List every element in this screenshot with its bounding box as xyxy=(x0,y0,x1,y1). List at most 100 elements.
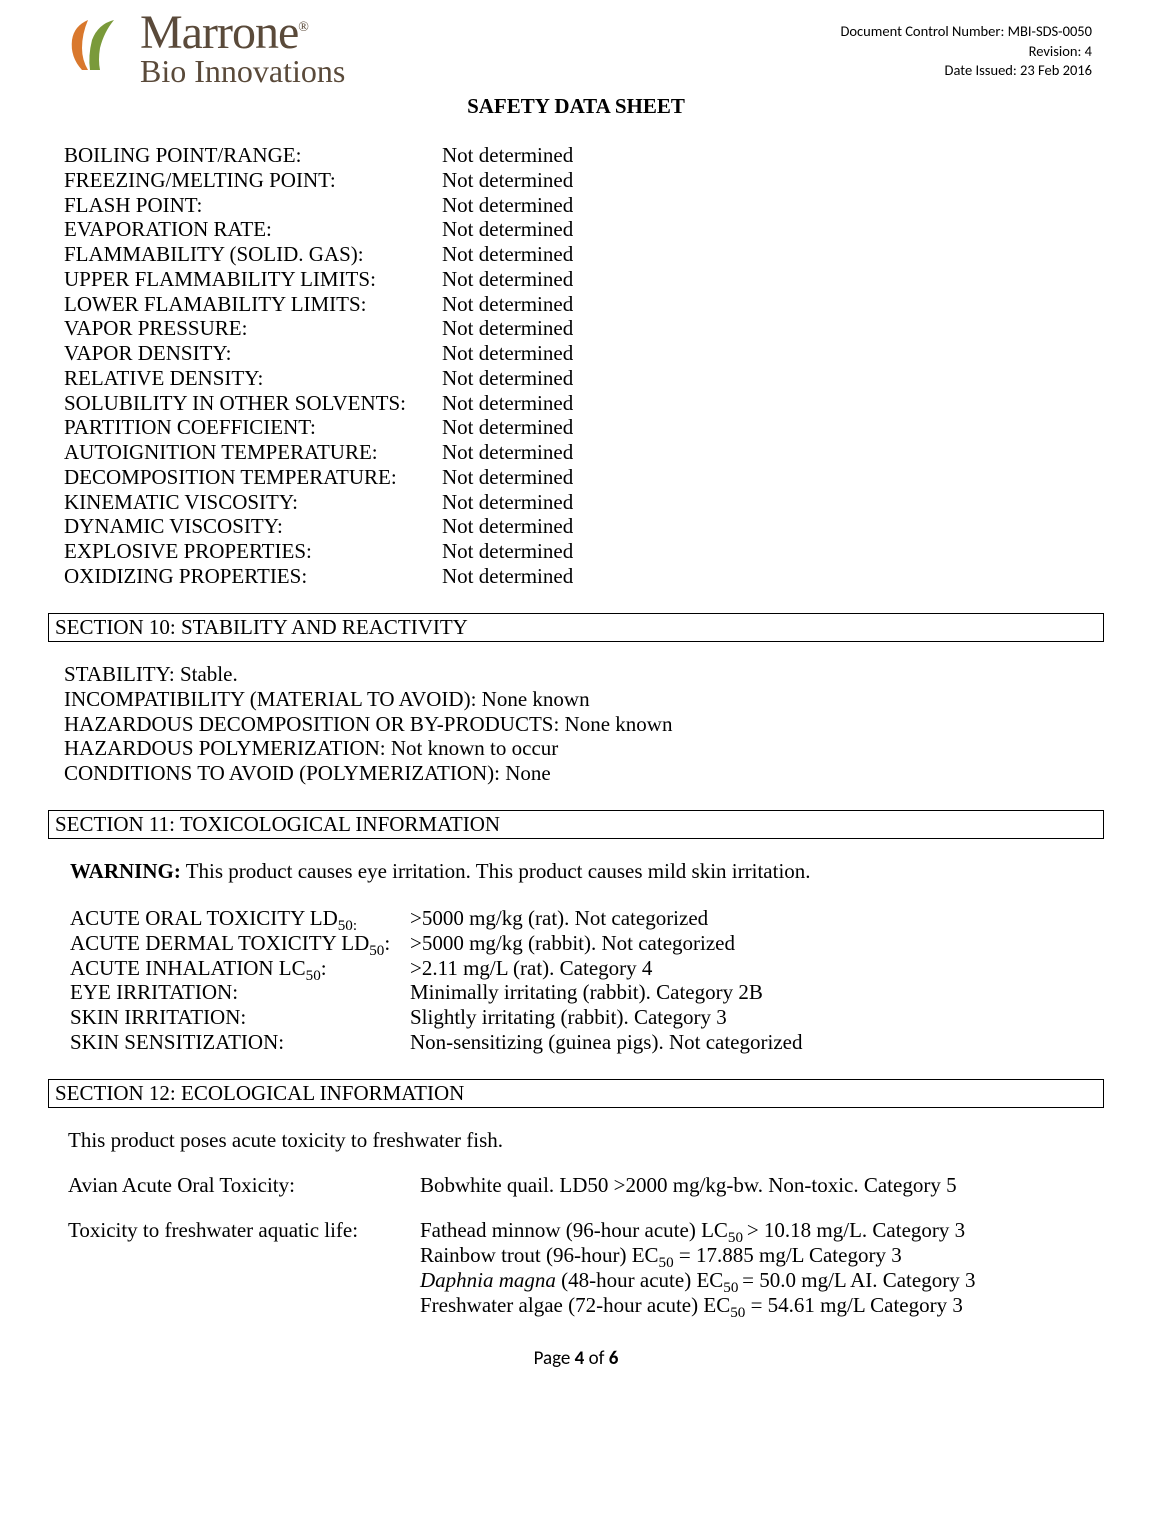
property-label: UPPER FLAMMABILITY LIMITS: xyxy=(64,267,442,292)
property-value: Not determined xyxy=(442,391,573,416)
property-value: Not determined xyxy=(442,341,573,366)
tox-value: >2.11 mg/L (rat). Category 4 xyxy=(410,956,652,981)
property-value: Not determined xyxy=(442,366,573,391)
property-label: EXPLOSIVE PROPERTIES: xyxy=(64,539,442,564)
tox-row: SKIN IRRITATION:Slightly irritating (rab… xyxy=(70,1005,1092,1030)
property-label: DECOMPOSITION TEMPERATURE: xyxy=(64,465,442,490)
property-row: LOWER FLAMABILITY LIMITS:Not determined xyxy=(64,292,1092,317)
property-value: Not determined xyxy=(442,490,573,515)
decomposition-line: HAZARDOUS DECOMPOSITION OR BY-PRODUCTS: … xyxy=(64,712,1092,737)
company-logo: Marrone® Bio Innovations xyxy=(60,10,345,86)
tox-row: EYE IRRITATION:Minimally irritating (rab… xyxy=(70,980,1092,1005)
leaf-icon xyxy=(60,12,132,84)
tox-value: Non-sensitizing (guinea pigs). Not categ… xyxy=(410,1030,802,1055)
tox-value: Minimally irritating (rabbit). Category … xyxy=(410,980,763,1005)
property-row: BOILING POINT/RANGE:Not determined xyxy=(64,143,1092,168)
property-label: RELATIVE DENSITY: xyxy=(64,366,442,391)
page-header: Marrone® Bio Innovations Document Contro… xyxy=(60,10,1092,86)
tox-row: SKIN SENSITIZATION:Non-sensitizing (guin… xyxy=(70,1030,1092,1055)
tox-row: ACUTE INHALATION LC50:>2.11 mg/L (rat). … xyxy=(70,956,1092,981)
property-row: KINEMATIC VISCOSITY:Not determined xyxy=(64,490,1092,515)
sds-page: Marrone® Bio Innovations Document Contro… xyxy=(0,0,1152,1400)
property-row: VAPOR PRESSURE:Not determined xyxy=(64,316,1092,341)
property-value: Not determined xyxy=(442,514,573,539)
eco-value: Fathead minnow (96-hour acute) LC50 > 10… xyxy=(420,1218,975,1319)
property-value: Not determined xyxy=(442,440,573,465)
toxicology-table: ACUTE ORAL TOXICITY LD50:>5000 mg/kg (ra… xyxy=(70,906,1092,1055)
eco-label: Toxicity to freshwater aquatic life: xyxy=(68,1218,420,1319)
tox-value: Slightly irritating (rabbit). Category 3 xyxy=(410,1005,727,1030)
property-row: EXPLOSIVE PROPERTIES:Not determined xyxy=(64,539,1092,564)
eco-label: Avian Acute Oral Toxicity: xyxy=(68,1173,420,1198)
property-row: UPPER FLAMMABILITY LIMITS:Not determined xyxy=(64,267,1092,292)
property-row: DYNAMIC VISCOSITY:Not determined xyxy=(64,514,1092,539)
eco-row: Toxicity to freshwater aquatic life: Fat… xyxy=(68,1218,1092,1319)
property-row: OXIDIZING PROPERTIES:Not determined xyxy=(64,564,1092,589)
section-10-body: STABILITY: Stable. INCOMPATIBILITY (MATE… xyxy=(64,662,1092,786)
logo-line1: Marrone® xyxy=(140,10,345,56)
property-label: EVAPORATION RATE: xyxy=(64,217,442,242)
logo-text: Marrone® Bio Innovations xyxy=(140,10,345,86)
tox-label: ACUTE DERMAL TOXICITY LD50: xyxy=(70,931,410,956)
tox-row: ACUTE ORAL TOXICITY LD50:>5000 mg/kg (ra… xyxy=(70,906,1092,931)
property-value: Not determined xyxy=(442,143,573,168)
document-info: Document Control Number: MBI-SDS-0050 Re… xyxy=(840,10,1092,81)
tox-value: >5000 mg/kg (rabbit). Not categorized xyxy=(410,931,735,956)
property-value: Not determined xyxy=(442,242,573,267)
tox-label: SKIN SENSITIZATION: xyxy=(70,1030,410,1055)
warning-body: This product causes eye irritation. This… xyxy=(181,859,811,883)
property-value: Not determined xyxy=(442,292,573,317)
tox-label: SKIN IRRITATION: xyxy=(70,1005,410,1030)
ecological-table: Avian Acute Oral Toxicity: Bobwhite quai… xyxy=(68,1173,1092,1319)
physical-properties-list: BOILING POINT/RANGE:Not determined FREEZ… xyxy=(64,143,1092,589)
polymerization-line: HAZARDOUS POLYMERIZATION: Not known to o… xyxy=(64,736,1092,761)
doc-control-number: Document Control Number: MBI-SDS-0050 xyxy=(840,22,1092,42)
aquatic-line: Rainbow trout (96-hour) EC50 = 17.885 mg… xyxy=(420,1243,975,1268)
eco-row: Avian Acute Oral Toxicity: Bobwhite quai… xyxy=(68,1173,1092,1198)
eco-intro: This product poses acute toxicity to fre… xyxy=(68,1128,1092,1153)
property-value: Not determined xyxy=(442,465,573,490)
warning-label: WARNING: xyxy=(70,859,181,883)
logo-line2: Bio Innovations xyxy=(140,56,345,86)
tox-label: ACUTE ORAL TOXICITY LD50: xyxy=(70,906,410,931)
property-value: Not determined xyxy=(442,415,573,440)
date-issued: Date Issued: 23 Feb 2016 xyxy=(840,61,1092,81)
property-label: PARTITION COEFFICIENT: xyxy=(64,415,442,440)
property-label: DYNAMIC VISCOSITY: xyxy=(64,514,442,539)
property-value: Not determined xyxy=(442,267,573,292)
tox-row: ACUTE DERMAL TOXICITY LD50:>5000 mg/kg (… xyxy=(70,931,1092,956)
property-row: FREEZING/MELTING POINT:Not determined xyxy=(64,168,1092,193)
property-label: VAPOR DENSITY: xyxy=(64,341,442,366)
property-label: KINEMATIC VISCOSITY: xyxy=(64,490,442,515)
property-row: VAPOR DENSITY:Not determined xyxy=(64,341,1092,366)
warning-text: WARNING: This product causes eye irritat… xyxy=(70,859,1092,884)
property-value: Not determined xyxy=(442,193,573,218)
property-value: Not determined xyxy=(442,539,573,564)
property-value: Not determined xyxy=(442,564,573,589)
eco-value: Bobwhite quail. LD50 >2000 mg/kg-bw. Non… xyxy=(420,1173,957,1198)
property-row: RELATIVE DENSITY:Not determined xyxy=(64,366,1092,391)
tox-label: EYE IRRITATION: xyxy=(70,980,410,1005)
property-label: FLAMMABILITY (SOLID. GAS): xyxy=(64,242,442,267)
property-row: SOLUBILITY IN OTHER SOLVENTS:Not determi… xyxy=(64,391,1092,416)
stability-line: STABILITY: Stable. xyxy=(64,662,1092,687)
property-row: AUTOIGNITION TEMPERATURE:Not determined xyxy=(64,440,1092,465)
incompatibility-line: INCOMPATIBILITY (MATERIAL TO AVOID): Non… xyxy=(64,687,1092,712)
property-label: LOWER FLAMABILITY LIMITS: xyxy=(64,292,442,317)
property-label: FLASH POINT: xyxy=(64,193,442,218)
revision: Revision: 4 xyxy=(840,42,1092,62)
aquatic-line: Freshwater algae (72-hour acute) EC50 = … xyxy=(420,1293,975,1318)
property-label: BOILING POINT/RANGE: xyxy=(64,143,442,168)
property-row: DECOMPOSITION TEMPERATURE:Not determined xyxy=(64,465,1092,490)
property-label: AUTOIGNITION TEMPERATURE: xyxy=(64,440,442,465)
property-row: EVAPORATION RATE:Not determined xyxy=(64,217,1092,242)
property-row: FLASH POINT:Not determined xyxy=(64,193,1092,218)
section-10-header: SECTION 10: STABILITY AND REACTIVITY xyxy=(48,613,1104,642)
conditions-line: CONDITIONS TO AVOID (POLYMERIZATION): No… xyxy=(64,761,1092,786)
tox-label: ACUTE INHALATION LC50: xyxy=(70,956,410,981)
property-value: Not determined xyxy=(442,168,573,193)
property-label: FREEZING/MELTING POINT: xyxy=(64,168,442,193)
property-label: SOLUBILITY IN OTHER SOLVENTS: xyxy=(64,391,442,416)
aquatic-line: Daphnia magna (48-hour acute) EC50 = 50.… xyxy=(420,1268,975,1293)
property-row: PARTITION COEFFICIENT:Not determined xyxy=(64,415,1092,440)
